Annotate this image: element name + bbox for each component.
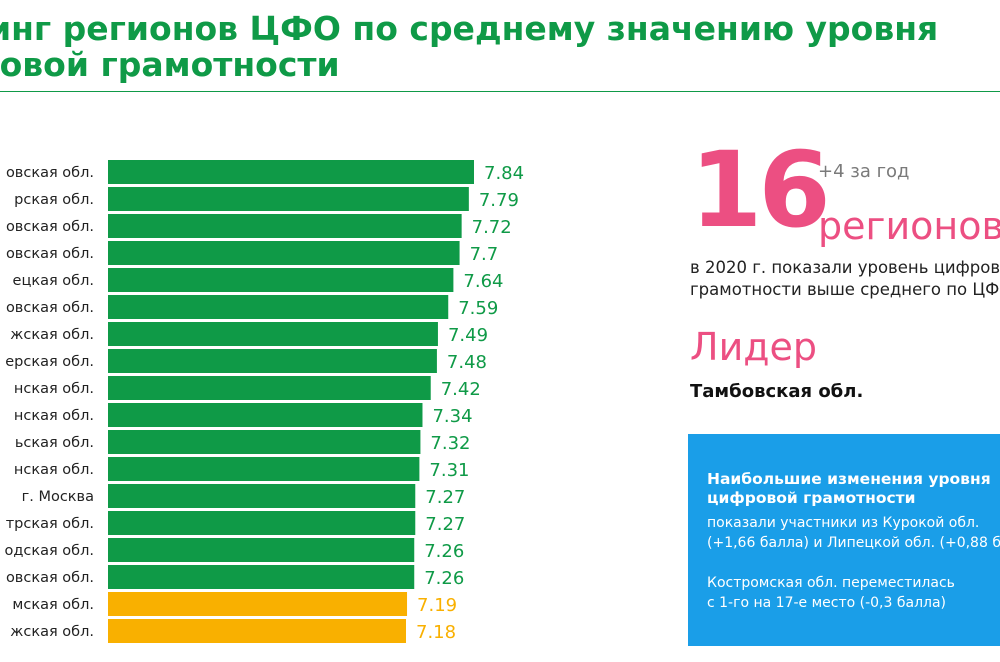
bar-label-6: жская обл. [10, 327, 94, 343]
bar-value-6: 7.49 [448, 325, 488, 346]
bar-label-5: овская обл. [6, 300, 94, 316]
bar-label-10: ьская обл. [15, 435, 94, 451]
bar-label-13: трская обл. [6, 516, 94, 532]
bar-value-9: 7.34 [432, 406, 472, 427]
bar-label-9: нская обл. [14, 408, 94, 424]
title-line-2: ровой грамотности [0, 45, 340, 84]
bar-12 [108, 484, 416, 508]
bar-5 [108, 295, 449, 319]
bar-label-0: овская обл. [6, 165, 94, 181]
bar-value-1: 7.79 [479, 190, 519, 211]
leader-name: Тамбовская обл. [690, 381, 864, 402]
bar-1 [108, 187, 469, 211]
bar-17 [108, 619, 407, 643]
regions-word: регионов [818, 204, 1000, 248]
page-title: инг регионов ЦФО по среднему значению ур… [0, 0, 1000, 92]
bar-16 [108, 592, 408, 616]
bar-label-3: овская обл. [6, 246, 94, 262]
info-heading: Наибольшие изменения уровня цифровой гра… [707, 470, 991, 508]
title-line-1: инг регионов ЦФО по среднему значению ур… [0, 9, 939, 48]
bar-11 [108, 457, 420, 481]
info-text-bottom-line-1: Костромская обл. переместилась [707, 575, 955, 591]
title-divider [0, 91, 1000, 92]
bar-label-1: рская обл. [14, 192, 94, 208]
bar-13 [108, 511, 416, 535]
bar-label-2: овская обл. [6, 219, 94, 235]
bar-value-0: 7.84 [484, 163, 524, 184]
bar-value-2: 7.72 [472, 217, 512, 238]
bar-value-17: 7.18 [416, 622, 456, 643]
info-text-bottom-line-2: с 1-го на 17-е место (-0,3 балла) [707, 595, 947, 611]
bar-label-11: нская обл. [14, 462, 94, 478]
bar-label-16: мская обл. [12, 597, 94, 613]
regions-count: 16 [690, 129, 831, 251]
bar-value-16: 7.19 [417, 595, 457, 616]
bar-value-8: 7.42 [441, 379, 481, 400]
bar-8 [108, 376, 431, 400]
info-text-top: показали участники из Курокой обл. (+1,6… [707, 513, 1000, 553]
info-heading-line-2: цифровой грамотности [707, 489, 916, 507]
info-text-top-line-2: (+1,66 балла) и Липецкой обл. (+0,88 бал… [707, 535, 1000, 551]
regions-description: в 2020 г. показали уровень цифровой грам… [690, 257, 1000, 301]
bar-value-5: 7.59 [458, 298, 498, 319]
changes-info-box: Наибольшие изменения уровня цифровой гра… [688, 434, 1000, 646]
bar-label-7: ерская обл. [5, 354, 94, 370]
bar-value-7: 7.48 [447, 352, 487, 373]
leader-label: Лидер [690, 325, 818, 369]
bar-label-14: одская обл. [4, 543, 94, 559]
bar-7 [108, 349, 437, 373]
regions-growth: +4 за год [818, 161, 910, 182]
regions-description-line-2: грамотности выше среднего по ЦФО [690, 280, 1000, 299]
info-text-top-line-1: показали участники из Курокой обл. [707, 515, 980, 531]
regions-description-line-1: в 2020 г. показали уровень цифровой [690, 258, 1000, 277]
bar-9 [108, 403, 423, 427]
bar-label-4: ецкая обл. [13, 273, 94, 289]
bar-value-15: 7.26 [424, 568, 464, 589]
bar-15 [108, 565, 415, 589]
bar-value-13: 7.27 [425, 514, 465, 535]
bar-14 [108, 538, 415, 562]
bar-label-8: нская обл. [14, 381, 94, 397]
bar-value-4: 7.64 [463, 271, 503, 292]
bar-0 [108, 160, 474, 184]
bar-value-12: 7.27 [425, 487, 465, 508]
bar-label-17: жская обл. [10, 624, 94, 640]
info-text-bottom: Костромская обл. переместилась с 1-го на… [707, 573, 955, 613]
bar-4 [108, 268, 454, 292]
bar-10 [108, 430, 421, 454]
bar-2 [108, 214, 462, 238]
bar-value-10: 7.32 [430, 433, 470, 454]
bar-value-11: 7.31 [429, 460, 469, 481]
bar-3 [108, 241, 460, 265]
bar-value-14: 7.26 [424, 541, 464, 562]
bar-value-3: 7.7 [470, 244, 499, 265]
bar-label-15: овская обл. [6, 570, 94, 586]
rating-bar-chart: овская обл. 7.84 рская обл. 7.79 овская обл.… [4, 160, 524, 643]
bar-6 [108, 322, 438, 346]
bar-label-12: г. Москва [22, 489, 94, 505]
info-heading-line-1: Наибольшие изменения уровня [707, 470, 991, 488]
